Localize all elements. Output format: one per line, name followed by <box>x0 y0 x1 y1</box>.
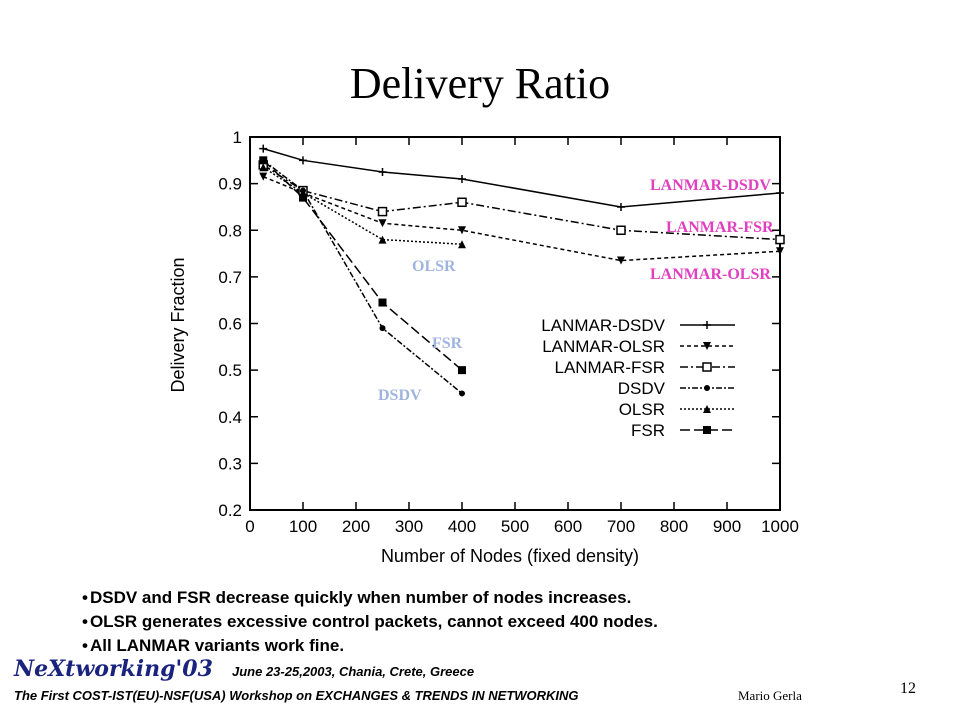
slide-title: Delivery Ratio <box>349 59 611 108</box>
series-line-dsdv <box>262 159 463 395</box>
legend-label-dsdv: DSDV <box>618 379 666 398</box>
y-tick-label: 0.9 <box>218 175 242 194</box>
y-tick-label: 0.3 <box>218 454 242 473</box>
x-tick-label: 100 <box>289 517 317 536</box>
data-point-lanmar-dsdv <box>299 156 307 165</box>
data-point-lanmar-olsr <box>776 247 784 256</box>
page-number: 12 <box>900 680 916 697</box>
series-line-fsr <box>262 159 463 371</box>
x-tick-label: 700 <box>607 517 635 536</box>
x-tick-label: 900 <box>713 517 741 536</box>
data-point-lanmar-fsr <box>377 206 388 217</box>
bullet-list: DSDV and FSR decrease quickly when numbe… <box>82 586 658 658</box>
overlay-label-olsr: OLSR <box>412 258 456 275</box>
x-tick-label: 0 <box>245 517 254 536</box>
series-line-lanmar-fsr <box>262 164 781 241</box>
data-point-fsr <box>299 193 307 202</box>
legend-marker-lanmar-olsr <box>703 342 711 350</box>
data-point-lanmar-dsdv <box>617 202 625 211</box>
x-axis-label: Number of Nodes (fixed density) <box>381 546 639 566</box>
x-tick-label: 300 <box>395 517 423 536</box>
overlay-label-fsr: FSR <box>432 335 463 352</box>
data-point-fsr <box>259 156 268 165</box>
bullet-item: OLSR generates excessive control packets… <box>82 610 658 634</box>
x-tick-label: 200 <box>342 517 370 536</box>
legend-marker-fsr <box>703 426 711 434</box>
x-tick-label: 1000 <box>761 517 799 536</box>
overlay-label-dsdv: DSDV <box>378 387 422 404</box>
x-tick-label: 500 <box>501 517 529 536</box>
data-point-dsdv <box>379 325 386 332</box>
data-point-lanmar-fsr <box>616 225 626 235</box>
bullet-item: All LANMAR variants work fine. <box>82 634 658 658</box>
legend-label-lanmar-fsr: LANMAR-FSR <box>554 358 665 377</box>
overlay-label-lanmar-olsr: LANMAR-OLSR <box>650 266 771 283</box>
legend-marker-lanmar-dsdv <box>703 321 711 329</box>
y-tick-label: 0.8 <box>218 221 242 240</box>
y-tick-label: 0.4 <box>218 408 242 427</box>
legend-marker-dsdv <box>704 385 710 391</box>
nextworking-logo: NeXtworking'03 <box>14 656 213 682</box>
y-tick-label: 0.6 <box>218 315 242 334</box>
x-tick-label: 400 <box>448 517 476 536</box>
plot-area <box>249 136 781 511</box>
data-point-lanmar-fsr <box>775 234 785 245</box>
data-point-lanmar-dsdv <box>378 167 387 176</box>
footer-date: June 23-25,2003, Chania, Crete, Greece <box>232 664 475 679</box>
y-tick-label: 0.7 <box>218 268 242 287</box>
data-point-olsr <box>259 163 268 172</box>
legend-label-lanmar-dsdv: LANMAR-DSDV <box>541 316 665 335</box>
data-point-olsr <box>458 240 466 249</box>
data-point-dsdv <box>459 390 465 397</box>
overlay-label-lanmar-dsdv: LANMAR-DSDV <box>650 177 771 194</box>
data-point-fsr <box>378 298 387 307</box>
bullet-item: DSDV and FSR decrease quickly when numbe… <box>82 586 658 610</box>
y-tick-label: 1 <box>233 128 242 147</box>
series-line-lanmar-dsdv <box>263 147 781 208</box>
legend-label-olsr: OLSR <box>619 400 665 419</box>
legend-label-lanmar-olsr: LANMAR-OLSR <box>542 337 665 356</box>
legend-label-fsr: FSR <box>631 421 665 440</box>
x-tick-label: 600 <box>554 517 582 536</box>
overlay-label-lanmar-fsr: LANMAR-FSR <box>666 219 774 236</box>
data-point-lanmar-dsdv <box>458 174 466 183</box>
data-point-lanmar-olsr <box>617 256 625 265</box>
data-point-lanmar-dsdv <box>259 144 268 153</box>
data-point-lanmar-olsr <box>378 219 387 228</box>
author-name: Mario Gerla <box>738 688 802 703</box>
data-point-lanmar-olsr <box>458 226 466 235</box>
series-line-lanmar-olsr <box>262 175 781 262</box>
series-line-olsr <box>262 166 463 245</box>
y-axis-label: Delivery Fraction <box>168 257 188 392</box>
data-point-fsr <box>458 366 466 375</box>
data-point-olsr <box>378 235 387 244</box>
y-tick-label: 0.2 <box>218 501 242 520</box>
data-point-lanmar-dsdv <box>776 188 784 197</box>
legend-marker-lanmar-fsr <box>702 362 712 372</box>
x-tick-label: 800 <box>660 517 688 536</box>
delivery-ratio-chart: 0.2 0.3 0.4 0.5 0.6 0.7 0.8 0.9 1 0 100 200 300 400 50… <box>168 128 799 566</box>
y-tick-label: 0.5 <box>218 361 242 380</box>
data-point-lanmar-olsr <box>259 172 268 181</box>
legend-marker-olsr <box>703 405 711 413</box>
footer-workshop: The First COST-IST(EU)-NSF(USA) Workshop… <box>14 688 579 703</box>
data-point-lanmar-fsr <box>457 197 467 208</box>
